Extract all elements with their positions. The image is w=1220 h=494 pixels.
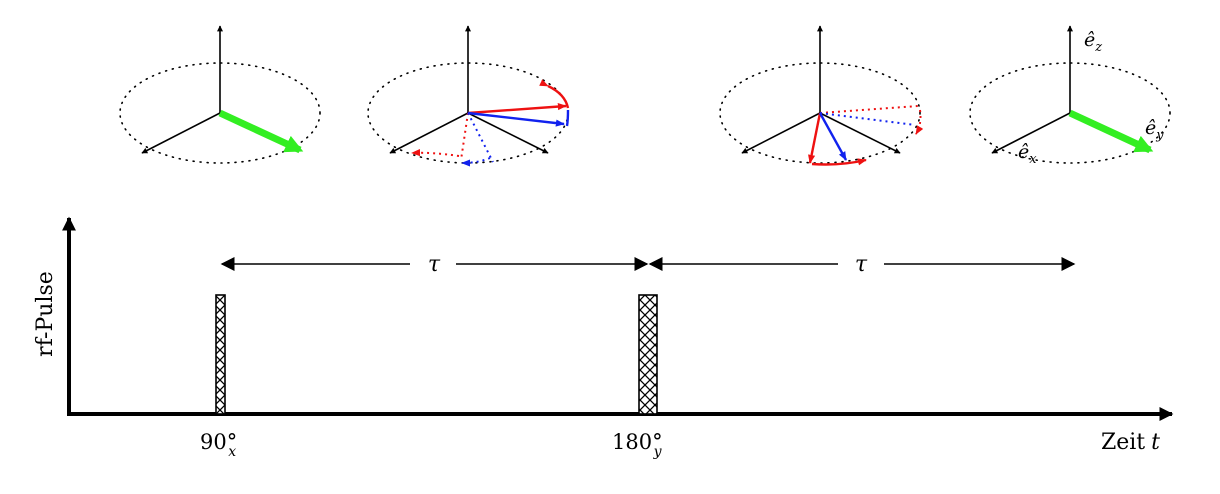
x-axis <box>991 112 1071 154</box>
time-axis-label: Zeit t <box>1101 430 1160 455</box>
magnetization-vector <box>218 109 304 154</box>
bloch-frame-rephasing <box>719 25 924 166</box>
ex-label: êx <box>1018 141 1037 167</box>
x-axis <box>141 112 221 154</box>
slow-spin-vector <box>467 111 565 127</box>
prior-slow-vector <box>819 112 916 126</box>
mirrored-fast-arc <box>411 149 460 157</box>
x-axis <box>741 112 821 154</box>
equator-ellipse <box>969 62 1171 164</box>
pulse-90x <box>215 294 226 415</box>
ey-label: êy <box>1145 117 1164 143</box>
y-axis <box>467 112 549 154</box>
equator-ellipse <box>119 62 321 164</box>
fast-spin-arc <box>811 158 867 166</box>
slow-spin-arc <box>565 109 570 127</box>
pulse-sequence: rf-Pulse Zeit t τ τ 90°x 180°y <box>33 216 1174 460</box>
prior-fast-vector <box>819 105 919 114</box>
bloch-frame-echo: êz êy êx <box>969 25 1171 167</box>
x-axis <box>389 112 469 154</box>
magnetization-vector <box>1068 109 1154 154</box>
y-axis-label: rf-Pulse <box>33 271 58 357</box>
interval-label-2: τ <box>855 252 868 277</box>
interval-label-1: τ <box>428 252 441 277</box>
fast-spin-arc <box>539 79 570 109</box>
equator-ellipse <box>719 62 921 164</box>
fast-spin-vector <box>467 102 567 115</box>
mirrored-fast-vector <box>460 112 469 161</box>
bloch-frame-initial <box>119 25 321 164</box>
pulse-label-90x: 90°x <box>200 430 237 460</box>
ez-label: êz <box>1084 29 1102 55</box>
prior-fast-arc <box>915 109 924 135</box>
bloch-frame-dephasing <box>367 25 570 167</box>
slow-spin-vector <box>818 112 848 161</box>
pulse-180y <box>638 294 658 415</box>
fast-spin-vector <box>808 112 822 164</box>
mirrored-slow-arc <box>461 157 491 167</box>
y-axis <box>819 112 901 154</box>
mirrored-slow-vector <box>467 112 494 163</box>
pulse-label-180y: 180°y <box>612 430 663 460</box>
